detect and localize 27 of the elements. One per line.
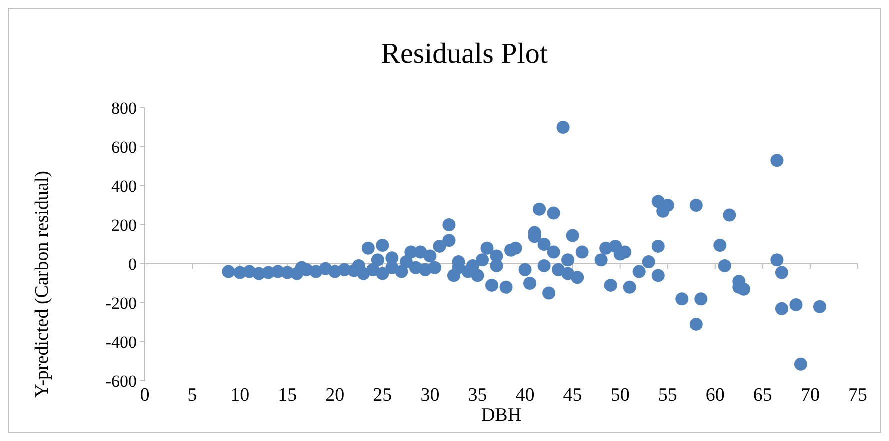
y-tick-label: -600 <box>106 372 137 391</box>
x-tick-label: 45 <box>563 385 582 406</box>
x-tick-label: 5 <box>188 385 198 406</box>
x-tick-label: 35 <box>468 385 488 406</box>
x-tick-label: 55 <box>658 385 678 406</box>
x-axis-title: DBH <box>481 405 522 426</box>
x-tick-label: 70 <box>800 385 820 406</box>
y-tick-label: 0 <box>128 254 137 274</box>
x-tick-label: 10 <box>230 385 250 406</box>
chart-title: Residuals Plot <box>381 38 548 70</box>
x-tick-label: 15 <box>278 385 298 406</box>
x-tick-label: 0 <box>140 385 150 406</box>
x-tick-label: 30 <box>420 385 440 406</box>
y-tick-label: -400 <box>106 332 137 352</box>
x-tick-label: 40 <box>516 385 535 406</box>
x-tick-label: 25 <box>373 385 392 406</box>
y-tick-label: 800 <box>112 98 137 118</box>
y-axis-title: Y-predicted (Carbon residual) <box>32 171 53 398</box>
y-tick-label: 200 <box>112 216 137 235</box>
x-tick-label: 75 <box>848 385 868 406</box>
y-tick-label: 400 <box>112 176 137 196</box>
x-tick-label: 65 <box>753 385 772 406</box>
y-tick-label: 600 <box>112 138 137 157</box>
x-tick-label: 20 <box>326 385 345 406</box>
y-tick-label: -200 <box>106 294 137 313</box>
x-tick-label: 50 <box>610 385 630 406</box>
x-tick-label: 60 <box>706 385 725 406</box>
